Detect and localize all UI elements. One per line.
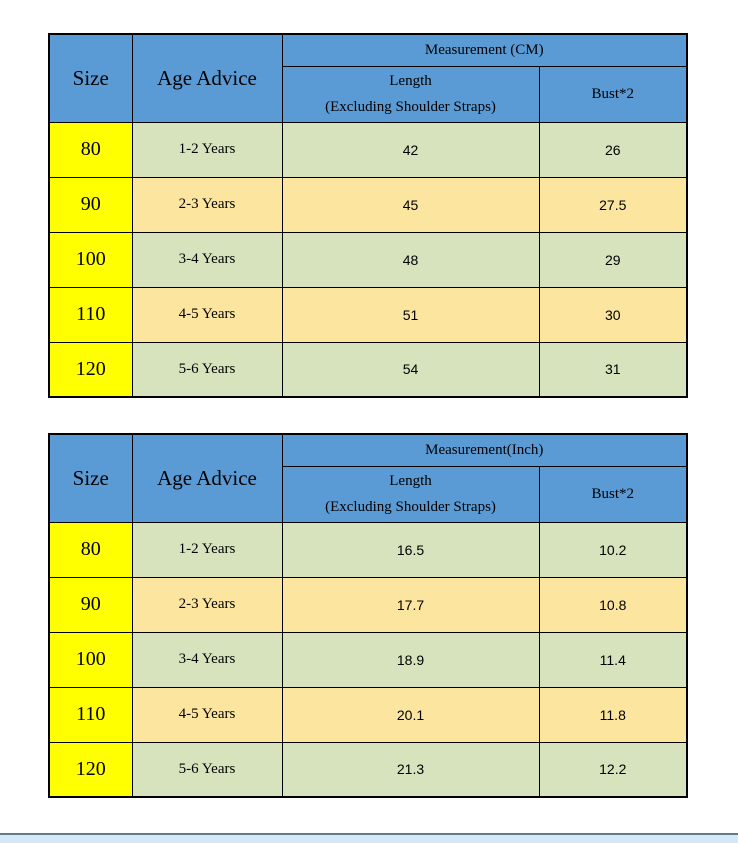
size-table-cm: Size Age Advice Measurement (CM) Length …: [48, 33, 688, 398]
size-column-header: Size: [48, 433, 133, 523]
table-row: 110 4-5 Years 20.1 11.8: [48, 686, 688, 743]
age-cell: 4-5 Years: [131, 286, 283, 343]
table-row: 110 4-5 Years 51 30: [48, 286, 688, 343]
age-cell: 1-2 Years: [131, 121, 283, 178]
bottom-bar: [0, 833, 738, 843]
table-row: 120 5-6 Years 21.3 12.2: [48, 741, 688, 798]
age-advice-column-header: Age Advice: [131, 433, 283, 523]
table-row: 100 3-4 Years 18.9 11.4: [48, 631, 688, 688]
bust-cell: 27.5: [538, 176, 688, 233]
size-cell: 90: [48, 576, 133, 633]
bust-cell: 26: [538, 121, 688, 178]
bust-column-header: Bust*2: [538, 65, 688, 123]
size-cell: 100: [48, 231, 133, 288]
bust-cell: 31: [538, 341, 688, 398]
table-row: 100 3-4 Years 48 29: [48, 231, 688, 288]
bust-cell: 12.2: [538, 741, 688, 798]
length-cell: 16.5: [281, 521, 540, 578]
age-cell: 1-2 Years: [131, 521, 283, 578]
measurement-inch-header: Measurement(Inch): [281, 433, 688, 467]
length-cell: 17.7: [281, 576, 540, 633]
length-header-line1: Length: [389, 73, 432, 89]
length-cell: 45: [281, 176, 540, 233]
age-cell: 3-4 Years: [131, 231, 283, 288]
length-header-line1: Length: [389, 473, 432, 489]
length-cell: 21.3: [281, 741, 540, 798]
size-column-header: Size: [48, 33, 133, 123]
age-cell: 3-4 Years: [131, 631, 283, 688]
length-cell: 51: [281, 286, 540, 343]
size-cell: 120: [48, 741, 133, 798]
length-cell: 54: [281, 341, 540, 398]
length-cell: 42: [281, 121, 540, 178]
age-cell: 2-3 Years: [131, 576, 283, 633]
bust-cell: 10.2: [538, 521, 688, 578]
bust-cell: 10.8: [538, 576, 688, 633]
age-cell: 5-6 Years: [131, 741, 283, 798]
length-header-line2: (Excluding Shoulder Straps): [325, 99, 496, 115]
length-cell: 20.1: [281, 686, 540, 743]
age-cell: 2-3 Years: [131, 176, 283, 233]
bust-cell: 30: [538, 286, 688, 343]
bust-column-header: Bust*2: [538, 465, 688, 523]
length-column-header: Length (Excluding Shoulder Straps): [281, 65, 540, 123]
bust-cell: 29: [538, 231, 688, 288]
table-row: 90 2-3 Years 45 27.5: [48, 176, 688, 233]
size-cell: 80: [48, 121, 133, 178]
size-cell: 110: [48, 286, 133, 343]
size-cell: 120: [48, 341, 133, 398]
length-column-header: Length (Excluding Shoulder Straps): [281, 465, 540, 523]
length-cell: 48: [281, 231, 540, 288]
age-cell: 5-6 Years: [131, 341, 283, 398]
length-cell: 18.9: [281, 631, 540, 688]
size-cell: 90: [48, 176, 133, 233]
measurement-cm-header: Measurement (CM): [281, 33, 688, 67]
length-header-line2: (Excluding Shoulder Straps): [325, 499, 496, 515]
size-table-inch: Size Age Advice Measurement(Inch) Length…: [48, 433, 688, 798]
bust-cell: 11.8: [538, 686, 688, 743]
table-row: 80 1-2 Years 42 26: [48, 121, 688, 178]
table-row: 120 5-6 Years 54 31: [48, 341, 688, 398]
size-cell: 100: [48, 631, 133, 688]
age-advice-column-header: Age Advice: [131, 33, 283, 123]
table-row: 90 2-3 Years 17.7 10.8: [48, 576, 688, 633]
size-cell: 110: [48, 686, 133, 743]
size-cell: 80: [48, 521, 133, 578]
table-row: 80 1-2 Years 16.5 10.2: [48, 521, 688, 578]
age-cell: 4-5 Years: [131, 686, 283, 743]
bust-cell: 11.4: [538, 631, 688, 688]
